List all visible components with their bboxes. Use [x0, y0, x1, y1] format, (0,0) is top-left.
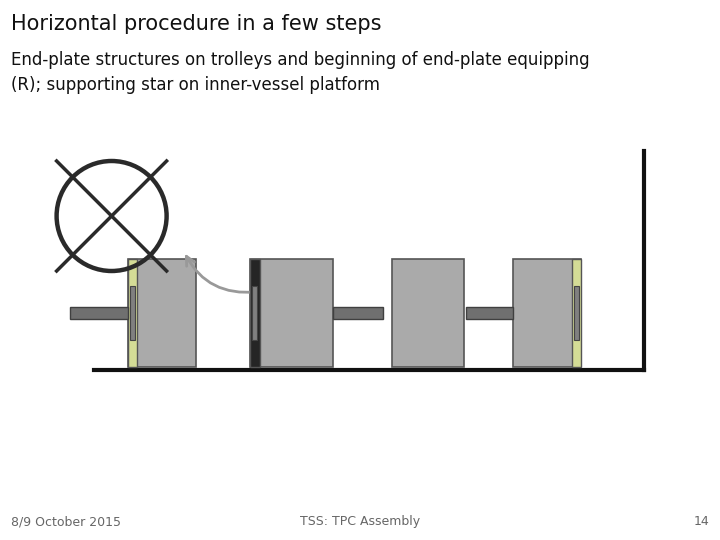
Text: 8/9 October 2015: 8/9 October 2015 — [11, 515, 121, 528]
Text: End-plate structures on trolleys and beginning of end-plate equipping
(R); suppo: End-plate structures on trolleys and beg… — [11, 51, 590, 94]
Bar — [467, 307, 513, 319]
Bar — [70, 307, 128, 319]
Bar — [128, 259, 137, 367]
Bar — [392, 259, 464, 367]
Bar — [513, 259, 582, 367]
Bar — [130, 286, 135, 340]
Text: TSS: TPC Assembly: TSS: TPC Assembly — [300, 515, 420, 528]
Bar — [572, 259, 582, 367]
Text: 14: 14 — [693, 515, 709, 528]
Bar — [333, 307, 383, 319]
Bar — [251, 259, 260, 367]
Bar — [128, 259, 196, 367]
Text: Horizontal procedure in a few steps: Horizontal procedure in a few steps — [11, 14, 382, 33]
Bar — [253, 286, 258, 340]
Bar — [251, 259, 333, 367]
Bar — [575, 286, 579, 340]
